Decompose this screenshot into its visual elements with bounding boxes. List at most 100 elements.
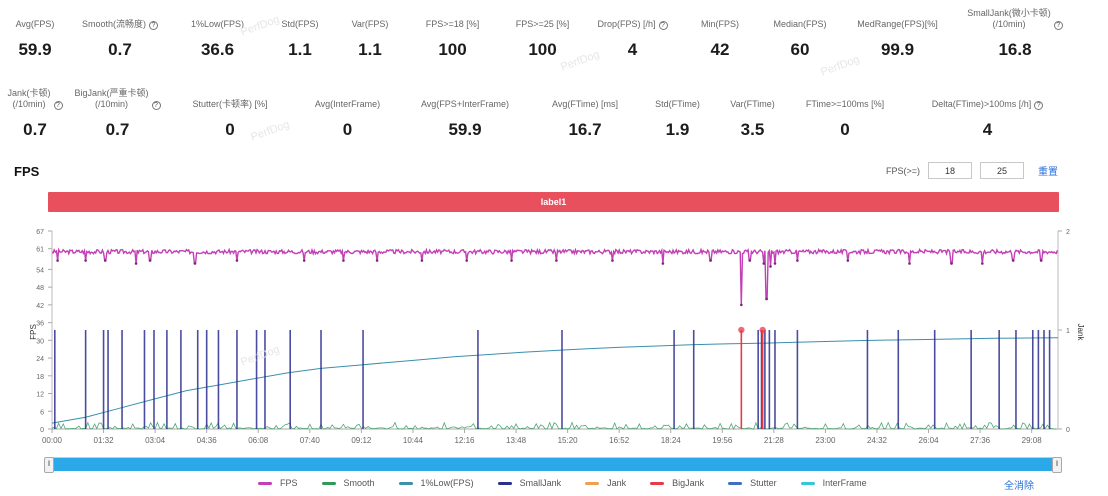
x-tick-label: 00:00 (42, 436, 63, 445)
stat-label: Avg(FPS+InterFrame) (400, 80, 530, 112)
x-tick-label: 23:00 (815, 436, 836, 445)
stat-ftime-100ms: FTime>=100ms [%] 0 (790, 80, 900, 140)
fps-dip-point (302, 259, 306, 262)
help-icon[interactable]: ? (1034, 101, 1044, 110)
stat-std-ftime: Std(FTime) 1.9 (640, 80, 715, 140)
fps-dip-point (103, 259, 107, 262)
series-smooth (51, 421, 1057, 430)
stat-label: FTime>=100ms [%] (790, 80, 900, 112)
range-handle-left[interactable]: ‖ (44, 457, 54, 473)
stat-value: 1.9 (665, 120, 690, 139)
stat-value: 60 (790, 40, 810, 59)
legend-label: FPS (280, 478, 298, 488)
fps-dip-point (510, 259, 513, 262)
x-tick-label: 15:20 (558, 436, 579, 445)
help-icon[interactable]: ? (1053, 21, 1063, 30)
stat-label: Jank(卡顿) (/10min)? (0, 80, 70, 112)
legend-label: 1%Low(FPS) (420, 478, 474, 488)
range-handle-right[interactable]: ‖ (1052, 457, 1062, 473)
stat-label-text: Jank(卡顿) (/10min) (7, 88, 51, 109)
legend-item-smalljank[interactable]: SmallJank (497, 478, 562, 488)
fps-dip-point (555, 259, 558, 262)
stat-value: 1.1 (358, 40, 382, 59)
x-tick-label: 27:36 (970, 436, 991, 445)
stat-value: 100 (528, 40, 557, 59)
stat-label: Std(FTime) (640, 80, 715, 112)
legend-label: SmallJank (519, 478, 562, 488)
help-icon[interactable]: ? (149, 21, 158, 30)
fps-dip-point (846, 259, 850, 262)
stat-label-text: FTime>=100ms [%] (805, 99, 885, 109)
stat-avg-fps-interframe: Avg(FPS+InterFrame) 59.9 (400, 80, 530, 140)
stat-label-text: FPS>=18 [%] (425, 19, 480, 29)
stat-label: Stutter(卡顿率) [%] (165, 80, 295, 112)
help-icon[interactable]: ? (53, 101, 63, 110)
help-icon[interactable]: ? (151, 101, 161, 110)
stat-label-text: 1%Low(FPS) (190, 19, 244, 29)
legend-item-1-low-fps[interactable]: 1%Low(FPS) (398, 478, 474, 488)
legend-swatch (728, 481, 743, 485)
stat-value: 4 (982, 120, 993, 139)
stat-label: BigJank(严重卡顿) (/10min)? (70, 80, 165, 112)
legend-label: Stutter (750, 478, 777, 488)
x-tick-label: 16:52 (609, 436, 630, 445)
stats-row-secondary: Jank(卡顿) (/10min)? 0.7 BigJank(严重卡顿) (/10m… (0, 80, 1108, 140)
legend-swatch (585, 481, 600, 485)
x-tick-label: 24:32 (867, 436, 888, 445)
stat-label-text: Avg(FTime) [ms] (551, 99, 618, 109)
fps-dip-point (748, 259, 752, 262)
stat-value: 0.7 (105, 120, 130, 139)
series-fps (51, 247, 1059, 305)
stats-row-primary: Avg(FPS) 59.9 Smooth(流畅度)? 0.7 1%Low(FPS) 36.… (0, 0, 1108, 60)
y-tick-label: 12 (36, 392, 44, 399)
y-tick-label: 6 (40, 409, 44, 416)
stat-value: 16.7 (568, 120, 602, 139)
x-tick-label: 01:32 (94, 436, 115, 445)
fps-dip-point (796, 259, 799, 262)
stat-value: 0 (225, 120, 235, 139)
y-tick-label: 61 (36, 247, 44, 254)
stat-avg-fps: Avg(FPS) 59.9 (0, 0, 70, 60)
stat-value: 42 (710, 40, 730, 59)
series-1pct-low (51, 337, 1059, 424)
stat-label-text: Drop(FPS) [/h] (597, 19, 656, 29)
clear-all-button[interactable]: 全消除 (1004, 481, 1034, 492)
y-tick-label: 54 (36, 267, 44, 274)
y-tick-label: 18 (36, 374, 44, 381)
legend-item-bigjank[interactable]: BigJank (650, 478, 704, 488)
stat-var-fps: Var(FPS) 1.1 (335, 0, 405, 60)
fps-dip-point (1011, 259, 1015, 262)
stat-label-text: Std(FTime) (655, 99, 700, 109)
x-tick-label: 03:04 (145, 436, 166, 445)
legend-item-stutter[interactable]: Stutter (728, 478, 777, 488)
legend-item-interframe[interactable]: InterFrame (800, 478, 867, 488)
stat-min-fps: Min(FPS) 42 (680, 0, 760, 60)
y2-tick-label: 0 (1066, 427, 1070, 434)
threshold-input-high[interactable] (980, 162, 1024, 179)
stat-medrange-fps: MedRange(FPS)[%] 99.9 (840, 0, 955, 60)
y-tick-label: 67 (36, 229, 44, 236)
threshold-input-low[interactable] (928, 162, 972, 179)
legend-item-smooth[interactable]: Smooth (321, 478, 375, 488)
x-tick-label: 18:24 (661, 436, 682, 445)
time-range-slider[interactable]: ‖ ‖ (44, 457, 1062, 473)
stat-bigjank-10min: BigJank(严重卡顿) (/10min)? 0.7 (70, 80, 165, 140)
legend-label: Smooth (343, 478, 375, 488)
stat-label-text: Min(FPS) (701, 19, 739, 29)
help-icon[interactable]: ? (658, 21, 668, 30)
label-bar[interactable]: label1 (48, 192, 1059, 212)
x-tick-label: 07:40 (300, 436, 321, 445)
stat-value: 59.9 (18, 40, 52, 59)
reset-button[interactable]: 重置 (1038, 167, 1058, 178)
legend-item-jank[interactable]: Jank (585, 478, 626, 488)
chart-legend: FPS Smooth 1%Low(FPS) SmallJank Jank BigJank S… (258, 478, 891, 488)
stat-value: 16.8 (998, 40, 1032, 59)
stat-label: Min(FPS) (680, 0, 760, 32)
stat-label-text: Var(FPS) (351, 19, 389, 29)
legend-label: BigJank (672, 478, 705, 488)
legend-item-fps[interactable]: FPS (258, 478, 298, 488)
stat-label-text: SmallJank(微小卡顿) (/10min) (967, 8, 1051, 29)
stat-label-text: Stutter(卡顿率) [%] (192, 99, 268, 109)
legend-swatch (321, 481, 336, 485)
